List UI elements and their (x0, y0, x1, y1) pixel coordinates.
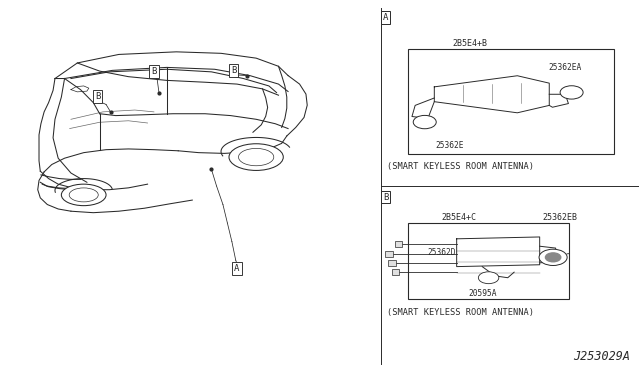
Text: 20595A: 20595A (468, 289, 497, 298)
Text: B: B (95, 92, 100, 101)
Bar (385, 251, 393, 257)
Polygon shape (457, 237, 540, 267)
Text: 25362EB: 25362EB (542, 213, 577, 222)
Text: 2B5E4+C: 2B5E4+C (442, 213, 477, 222)
Ellipse shape (61, 184, 106, 206)
Circle shape (545, 253, 561, 262)
Text: B: B (383, 193, 388, 202)
Circle shape (539, 249, 567, 266)
Text: B: B (231, 66, 236, 75)
Bar (395, 241, 403, 247)
Text: 25362D: 25362D (428, 248, 456, 257)
Text: (SMART KEYLESS ROOM ANTENNA): (SMART KEYLESS ROOM ANTENNA) (387, 162, 534, 171)
Bar (408, 49, 614, 154)
Bar (408, 223, 569, 299)
Text: B: B (151, 67, 157, 76)
Text: A: A (383, 13, 388, 22)
Bar (388, 260, 396, 266)
Circle shape (560, 86, 583, 99)
Text: A: A (234, 264, 239, 273)
Text: 25362EA: 25362EA (548, 63, 582, 72)
Text: J253029A: J253029A (573, 350, 630, 363)
Text: 2B5E4+B: 2B5E4+B (452, 39, 488, 48)
Bar (392, 269, 399, 275)
Ellipse shape (69, 188, 99, 202)
Text: 25362E: 25362E (435, 141, 463, 150)
Text: (SMART KEYLESS ROOM ANTENNA): (SMART KEYLESS ROOM ANTENNA) (387, 308, 534, 317)
Ellipse shape (239, 148, 274, 166)
Ellipse shape (229, 144, 284, 170)
Circle shape (413, 115, 436, 129)
Circle shape (478, 272, 499, 284)
